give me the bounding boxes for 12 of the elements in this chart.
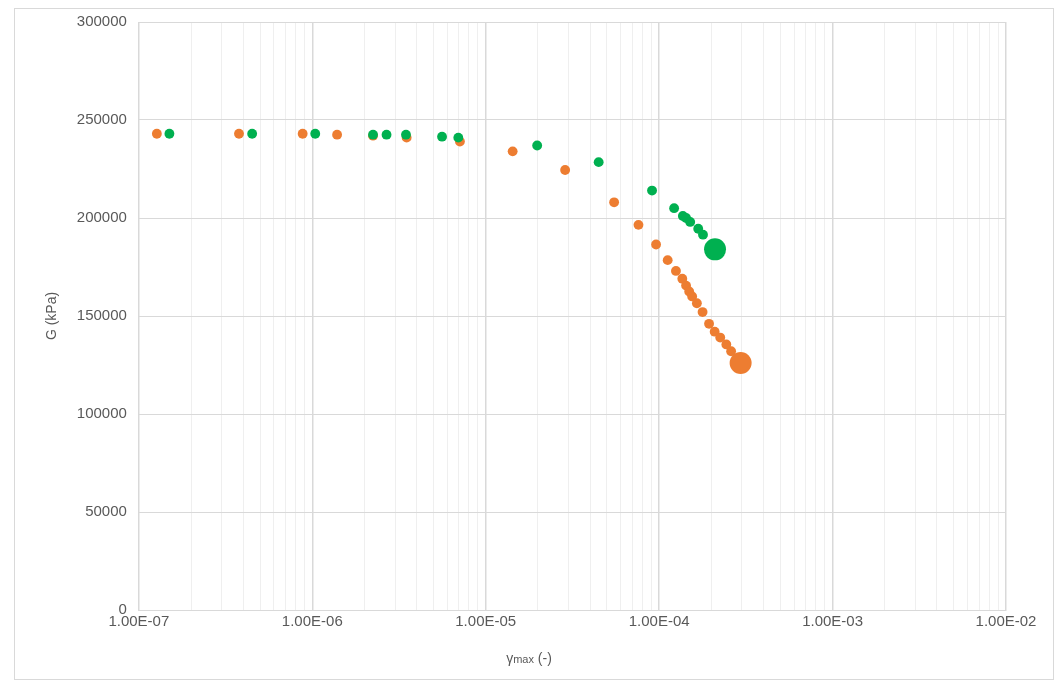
- y-tick-label: 200000: [76, 208, 127, 226]
- y-tick-label: 300000: [76, 12, 127, 30]
- y-tick-label: 50000: [85, 502, 127, 520]
- y-axis-title: G (kPa): [43, 291, 60, 341]
- y-tick-label: 150000: [76, 306, 127, 324]
- y-tick-label: 100000: [76, 404, 127, 422]
- x-tick-label: 1.00E-06: [281, 612, 343, 630]
- y-tick-label: 250000: [76, 110, 127, 128]
- x-tick-label: 1.00E-03: [802, 612, 864, 630]
- x-tick-label: 1.00E-05: [455, 612, 517, 630]
- x-tick-label: 1.00E-04: [628, 612, 690, 630]
- x-tick-label: 1.00E-02: [975, 612, 1037, 630]
